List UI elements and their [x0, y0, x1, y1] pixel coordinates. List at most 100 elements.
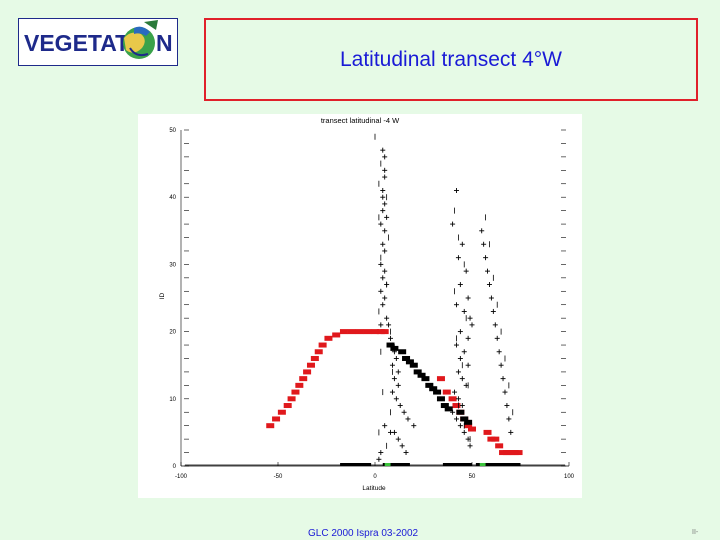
data-point-plus: [380, 194, 386, 200]
data-point-dash: [464, 423, 473, 429]
data-point-plus: [380, 208, 386, 214]
data-point-dash: [495, 443, 504, 449]
data-point-plus: [488, 295, 494, 301]
data-point-plus: [450, 221, 456, 227]
data-point-plus: [465, 362, 471, 368]
data-point-dash: [314, 349, 323, 355]
data-point-plus: [508, 429, 514, 435]
data-point-plus: [378, 288, 384, 294]
data-point-dash: [272, 416, 281, 422]
y-tick-label: 40: [169, 195, 176, 201]
data-point-plus: [395, 436, 401, 442]
data-point-dash: [363, 329, 372, 335]
x-tick-label: 0: [373, 474, 377, 480]
data-point-plus: [450, 409, 456, 415]
data-point-plus: [389, 389, 395, 395]
x-axis-label: Latitude: [362, 485, 386, 492]
data-point-plus: [496, 349, 502, 355]
data-point-plus: [469, 322, 475, 328]
data-point-plus: [453, 416, 459, 422]
x-tick-label: 100: [564, 474, 575, 480]
data-point-dash: [324, 335, 333, 341]
data-point-plus: [455, 369, 461, 375]
data-point-dash: [318, 342, 327, 348]
data-point-plus: [382, 167, 388, 173]
data-point-plus: [403, 450, 409, 456]
vegetation-logo: VEGETATI N: [17, 17, 179, 67]
y-tick-label: 30: [169, 262, 176, 268]
data-point-plus: [391, 349, 397, 355]
data-point-plus: [382, 268, 388, 274]
data-point-dash: [436, 376, 445, 382]
data-point-plus: [502, 389, 508, 395]
data-point-dash: [390, 345, 399, 351]
data-point-plus: [504, 403, 510, 409]
vegetation-logo-svg: VEGETATI N: [17, 17, 179, 67]
data-point-dash: [460, 416, 469, 422]
data-point-plus: [506, 416, 512, 422]
data-point-plus: [401, 409, 407, 415]
data-point-dash: [405, 359, 414, 365]
data-point-plus: [393, 396, 399, 402]
chart-panel: transect latitudinal -4 W Latitude ID -1…: [138, 114, 582, 498]
baseline-bar: [479, 463, 486, 466]
baseline-bar: [340, 463, 372, 466]
data-point-plus: [382, 154, 388, 160]
data-point-plus: [386, 322, 392, 328]
logo-text: VEGETATI: [24, 30, 136, 56]
data-point-plus: [384, 214, 390, 220]
data-point-plus: [395, 369, 401, 375]
data-point-plus: [490, 308, 496, 314]
logo-text-end: N: [156, 30, 173, 56]
data-point-plus: [459, 376, 465, 382]
data-point-dash: [332, 332, 341, 338]
data-point-dash: [483, 429, 492, 435]
data-point-dash: [425, 382, 434, 388]
data-point-dash: [402, 355, 411, 361]
data-point-plus: [492, 322, 498, 328]
data-point-dash: [436, 396, 445, 402]
data-point-plus: [457, 355, 463, 361]
data-point-dash: [464, 419, 473, 425]
data-point-dash: [291, 389, 300, 395]
data-point-plus: [378, 261, 384, 267]
data-point-plus: [380, 147, 386, 153]
data-point-plus: [380, 187, 386, 193]
data-point-plus: [467, 315, 473, 321]
data-point-plus: [395, 382, 401, 388]
data-point-dash: [409, 362, 418, 368]
data-point-plus: [459, 403, 465, 409]
data-point-dash: [413, 369, 422, 375]
data-point-plus: [500, 376, 506, 382]
data-point-plus: [463, 268, 469, 274]
data-point-plus: [389, 362, 395, 368]
data-point-plus: [405, 416, 411, 422]
data-point-plus: [461, 308, 467, 314]
y-tick-label: 0: [173, 464, 177, 470]
data-point-plus: [479, 228, 485, 234]
data-point-plus: [382, 248, 388, 254]
y-axis-label: ID: [159, 292, 166, 299]
data-point-plus: [376, 456, 382, 462]
data-point-plus: [391, 429, 397, 435]
data-point-plus: [465, 295, 471, 301]
data-point-plus: [388, 335, 394, 341]
data-point-plus: [382, 228, 388, 234]
y-tick-label: 10: [169, 397, 176, 403]
baseline-bar: [384, 463, 391, 466]
data-point-dash: [287, 396, 296, 402]
baseline-bar: [382, 463, 410, 466]
data-point-dash: [310, 355, 319, 361]
y-tick-label: 20: [169, 330, 176, 336]
data-point-plus: [461, 429, 467, 435]
data-point-plus: [467, 443, 473, 449]
data-point-dash: [299, 376, 308, 382]
data-point-plus: [455, 396, 461, 402]
data-point-plus: [411, 423, 417, 429]
data-point-plus: [380, 302, 386, 308]
data-point-dash: [468, 426, 476, 432]
data-point-dash: [444, 406, 453, 412]
data-point-plus: [486, 282, 492, 288]
data-point-plus: [382, 295, 388, 301]
data-point-dash: [295, 382, 304, 388]
